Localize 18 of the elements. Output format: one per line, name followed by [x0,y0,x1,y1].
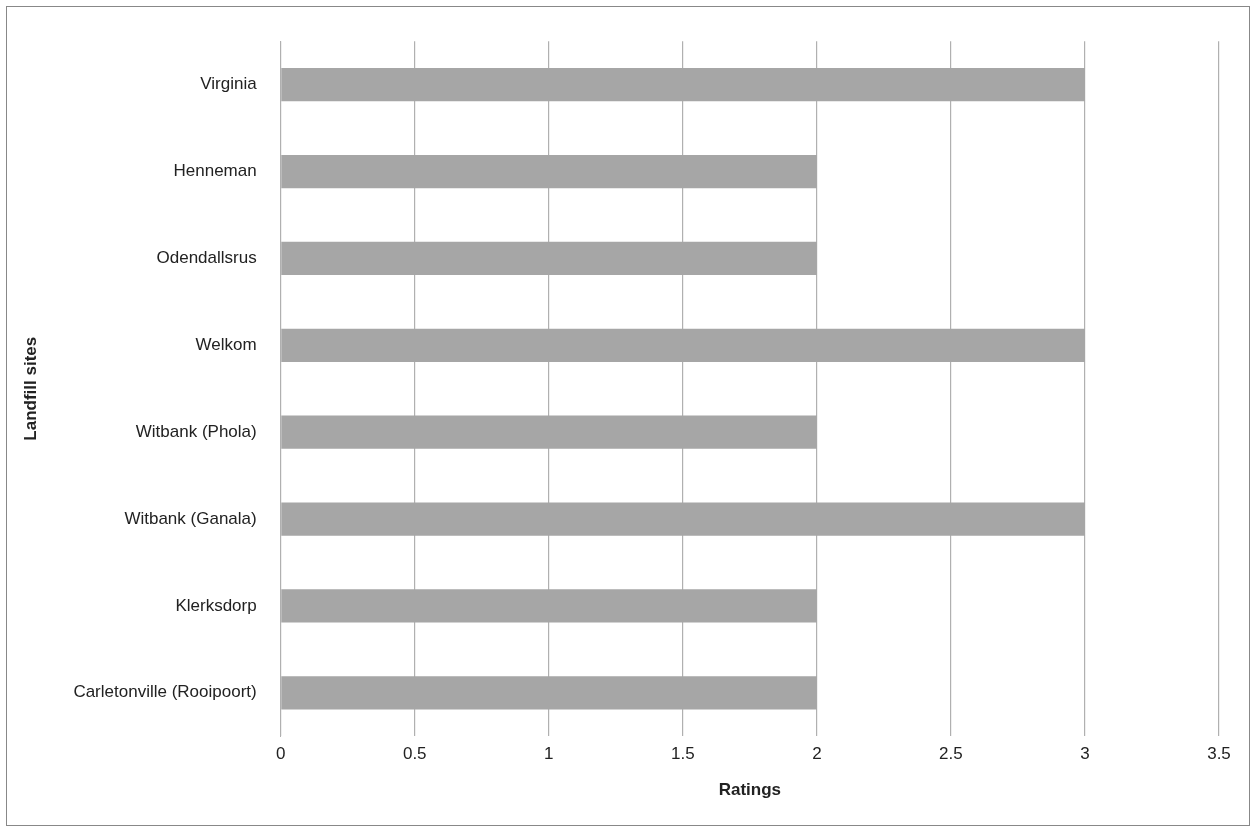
x-tick-label: 0.5 [402,744,427,764]
x-tick-label: 3 [1080,744,1090,764]
y-tick-label: Witbank (Phola) [135,421,257,441]
x-tick-label: 2.5 [939,744,963,764]
y-axis-title: Landfill sites [20,336,40,441]
x-tick-label: 2 [812,744,822,764]
y-tick-label: Welkom [195,334,257,354]
x-axis-title: Ratings [718,780,782,800]
x-tick-label: 1.5 [671,744,695,764]
y-tick-label: Klerksdorp [175,595,257,615]
y-tick-label: Witbank (Ganala) [124,508,257,528]
y-tick-label: Virginia [200,74,258,94]
x-tick-label: 1 [544,744,554,764]
x-tick-label: 0 [275,744,286,764]
y-tick-label: Odendallsrus [156,248,257,268]
y-tick-label: Carletonville (Rooipoort) [73,682,257,702]
y-tick-label: Henneman [173,161,257,181]
x-tick-label: 3.5 [1207,744,1231,764]
